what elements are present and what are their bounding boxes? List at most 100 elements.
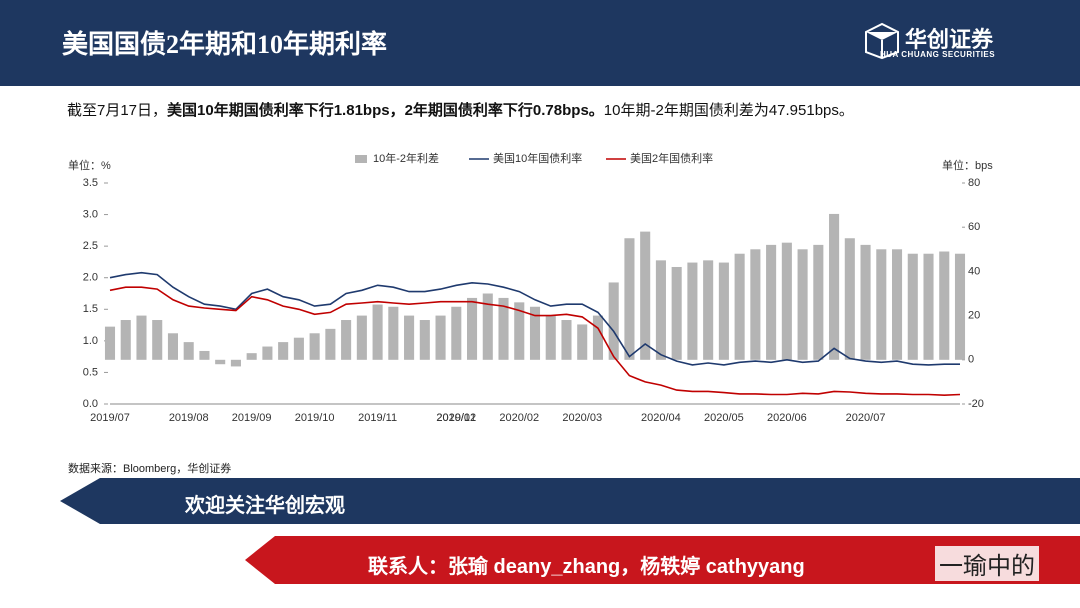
- y2-tick-label: 80: [968, 177, 980, 189]
- y-tick-label: 2.0: [83, 272, 98, 284]
- contact-text: 联系人：张瑜 deany_zhang，杨轶婷 cathyyang: [368, 556, 805, 578]
- bar: [608, 282, 619, 360]
- x-tick-label: 2020/04: [641, 412, 681, 424]
- bar: [419, 320, 430, 360]
- bar: [577, 324, 588, 360]
- y-tick-label: 3.0: [83, 208, 98, 220]
- bar: [104, 326, 116, 360]
- x-tick-label: 2020/07: [846, 412, 886, 424]
- bar: [120, 320, 131, 360]
- x-tick-label: 2019/11: [358, 412, 397, 424]
- x-tick-label: 2019/09: [232, 412, 272, 424]
- bar: [498, 297, 509, 360]
- bar: [939, 251, 950, 360]
- slide-title: 美国国债2年期和10年期利率: [62, 30, 388, 59]
- bar: [293, 337, 304, 360]
- bar: [183, 342, 194, 360]
- chart: 单位：% 单位：bps 0.0 0.5 1.0 1.5 2.0 2.5 3.0 3.5 -20 0 20…: [68, 151, 993, 424]
- bar: [892, 249, 903, 360]
- watermark: 一瑜中的: [935, 546, 1039, 581]
- summary-text: 10年期-2年期国债利差为47.951bps。: [603, 102, 854, 119]
- bar: [734, 253, 745, 360]
- bar: [482, 293, 493, 360]
- source-note: 数据来源：Bloomberg，华创证券: [68, 463, 232, 475]
- y2-tick-label: 60: [968, 221, 980, 233]
- bar: [388, 306, 399, 360]
- y-tick-label: 2.5: [83, 240, 98, 252]
- y-tick-label: 0.5: [83, 366, 98, 378]
- bar: [876, 249, 887, 360]
- x-tick-label: 2020/05: [704, 412, 744, 424]
- legend-label: 美国2年国债利率: [630, 151, 713, 165]
- y-tick-label: 1.0: [83, 335, 98, 347]
- bar: [703, 260, 714, 360]
- y-tick-label: 0.0: [83, 398, 98, 410]
- bar: [246, 353, 257, 360]
- bar: [278, 342, 289, 360]
- bar: [435, 315, 446, 360]
- bar: [750, 249, 761, 360]
- legend-label: 美国10年国债利率: [493, 151, 582, 165]
- y-tick-label: 1.5: [83, 303, 98, 315]
- bar: [844, 238, 855, 360]
- bar: [813, 244, 824, 360]
- bar: [372, 304, 383, 360]
- y2-axis-unit: 单位：bps: [942, 158, 993, 172]
- bar: [624, 238, 635, 360]
- bar: [671, 266, 682, 360]
- logo-icon: [865, 22, 899, 60]
- bar: [514, 302, 525, 360]
- bar: [309, 333, 320, 360]
- bar: [829, 213, 840, 360]
- bar: [467, 297, 478, 360]
- bar: [640, 231, 651, 360]
- bar: [545, 315, 556, 360]
- bar: [215, 359, 226, 365]
- bar: [356, 315, 367, 360]
- bar: [923, 253, 934, 360]
- y2-tick-label: 20: [968, 310, 980, 322]
- bar: [655, 260, 666, 360]
- bar: [404, 315, 415, 360]
- bar: [167, 333, 178, 360]
- bar: [199, 350, 210, 360]
- bar: [718, 262, 729, 360]
- x-tick-label: 2020/01: [436, 412, 476, 424]
- bar: [907, 253, 918, 360]
- summary-text: 截至7月17日，: [67, 102, 168, 119]
- legend-label: 10年-2年利差: [373, 151, 439, 165]
- banner-text: 欢迎关注华创宏观: [185, 495, 345, 517]
- x-tick-label: 2019/12: [436, 412, 476, 424]
- x-tick-label: 2019/08: [169, 412, 209, 424]
- x-tick-label: 2020/02: [499, 412, 539, 424]
- y2-tick-label: -20: [968, 398, 984, 410]
- bar: [262, 346, 273, 360]
- y2-tick-label: 0: [968, 354, 974, 366]
- bar: [954, 253, 966, 360]
- bar: [592, 315, 603, 360]
- summary: 截至7月17日，美国10年期国债利率下行1.81bps，2年期国债利率下行0.7…: [67, 99, 854, 120]
- logo-subtext: HUA CHUANG SECURITIES: [880, 50, 996, 59]
- x-tick-label: 2020/03: [562, 412, 602, 424]
- bar: [341, 320, 352, 360]
- bar: [529, 306, 541, 360]
- bar: [152, 320, 163, 360]
- logo-text: 华创证券: [905, 27, 994, 52]
- bar: [230, 359, 241, 367]
- line: [109, 286, 961, 397]
- bar: [797, 249, 808, 360]
- bar: [860, 244, 871, 360]
- y-axis-unit: 单位：%: [68, 158, 111, 172]
- banner-shape: [60, 478, 1080, 524]
- y2-tick-label: 40: [968, 265, 980, 277]
- header-bar: 美国国债2年期和10年期利率 华创证券 HUA CHUANG SECURITIE…: [0, 0, 1080, 86]
- legend-swatch: [355, 155, 367, 163]
- line: [109, 271, 960, 366]
- y-tick-label: 3.5: [83, 177, 98, 189]
- bar: [136, 315, 147, 360]
- bar: [687, 262, 698, 360]
- x-tick-label: 2019/10: [295, 412, 335, 424]
- x-tick-label: 2020/06: [767, 412, 807, 424]
- x-tick-label: 2019/07: [90, 412, 130, 424]
